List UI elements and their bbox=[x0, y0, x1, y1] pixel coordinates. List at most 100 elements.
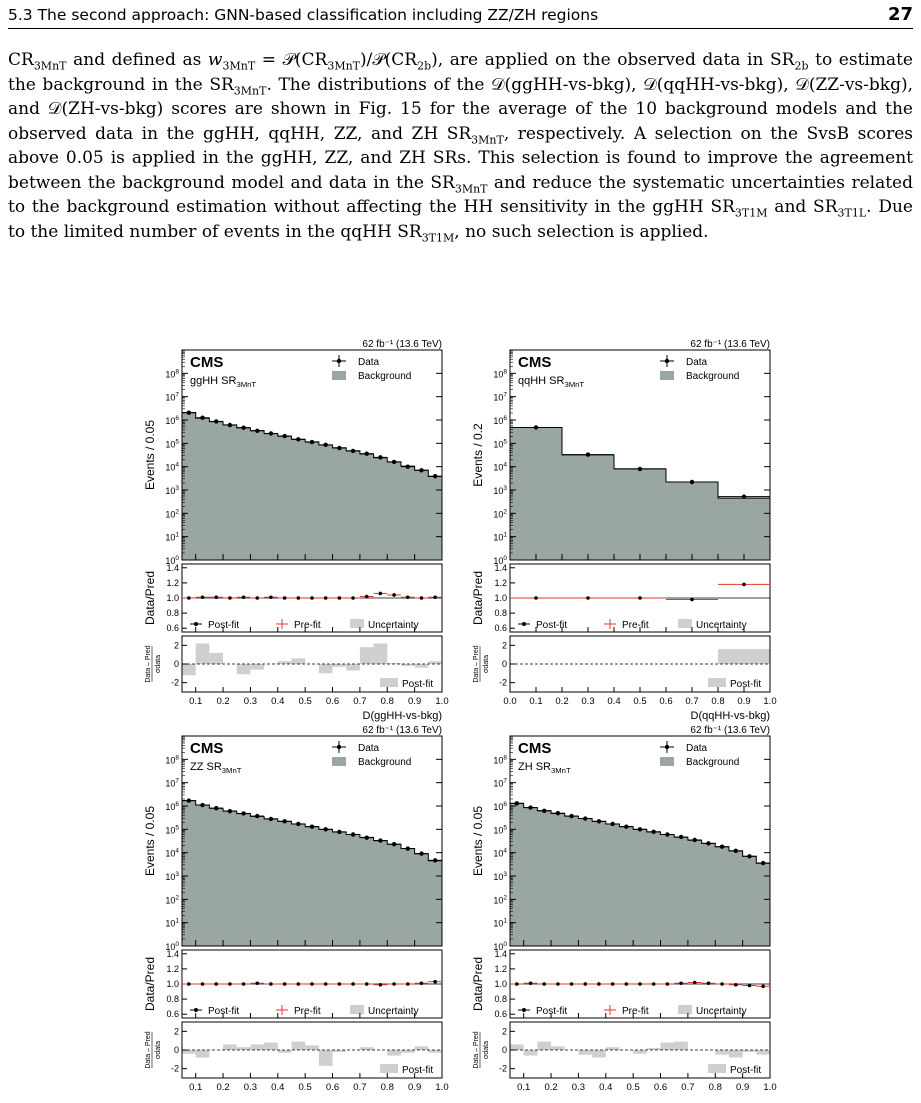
ratio-point bbox=[665, 982, 670, 986]
pull-bar bbox=[551, 1046, 565, 1050]
ratio-point bbox=[747, 983, 752, 988]
legend-data-label: Data bbox=[686, 743, 708, 754]
legend-postfit-label: Post-fit bbox=[208, 620, 239, 631]
cms-label: CMS bbox=[518, 354, 551, 371]
pull-bar bbox=[236, 1047, 251, 1050]
ratio-point bbox=[310, 982, 314, 986]
legend-postfit-dot bbox=[522, 1008, 526, 1012]
legend-postfit-dot bbox=[194, 622, 198, 626]
ratio-point bbox=[679, 981, 683, 986]
ytick-label: 103 bbox=[493, 485, 507, 496]
pull-y-label: Data – Pred σdata bbox=[145, 1031, 162, 1068]
pull-y-label-num: Data – Pred bbox=[473, 645, 480, 682]
ratio-point bbox=[761, 984, 765, 989]
data-point bbox=[214, 419, 219, 424]
xtick-label: 0.8 bbox=[381, 1082, 394, 1093]
data-point bbox=[665, 832, 670, 837]
ratio-point bbox=[269, 595, 273, 600]
ratio-point bbox=[310, 596, 314, 600]
ratio-point bbox=[228, 982, 232, 986]
ratio-point bbox=[337, 596, 342, 600]
data-point bbox=[350, 448, 356, 454]
pull-ytick-label: -2 bbox=[171, 678, 179, 688]
ratio-point bbox=[569, 982, 574, 986]
data-point bbox=[227, 808, 233, 814]
pull-bar bbox=[195, 643, 210, 664]
pull-legend-swatch bbox=[380, 1064, 398, 1073]
ytick-label: 106 bbox=[165, 801, 179, 812]
lumi-label: 62 fb⁻¹ (13.6 TeV) bbox=[690, 339, 770, 350]
pull-bar bbox=[195, 1050, 210, 1058]
xtick-label: 0.4 bbox=[607, 696, 620, 707]
pull-bar bbox=[715, 1050, 729, 1055]
legend-postfit-label: Post-fit bbox=[536, 620, 567, 631]
cms-label: CMS bbox=[190, 740, 223, 757]
data-point bbox=[364, 835, 369, 840]
data-point bbox=[186, 798, 192, 803]
body-paragraph: CR3MnT and defined as w3MnT = 𝒫(CR3MnT)/… bbox=[8, 50, 914, 244]
ratio-point bbox=[187, 596, 191, 600]
ratio-point bbox=[624, 982, 629, 986]
pull-bar bbox=[718, 649, 770, 664]
ytick-label: 104 bbox=[493, 462, 507, 473]
legend-uncertainty-label: Uncertainty bbox=[368, 620, 419, 631]
data-point bbox=[378, 455, 383, 460]
ratio-point bbox=[378, 982, 383, 987]
ytick-label: 105 bbox=[165, 438, 179, 449]
data-point bbox=[241, 425, 246, 430]
data-point bbox=[419, 468, 424, 473]
ytick-label: 102 bbox=[493, 508, 507, 519]
x-axis-label: D(ggHH-vs-bkg) bbox=[363, 710, 442, 722]
pull-bar bbox=[646, 1048, 661, 1050]
pull-bar bbox=[277, 661, 292, 664]
legend-background-label: Background bbox=[686, 371, 739, 382]
ratio-point bbox=[638, 982, 642, 986]
legend-background-swatch bbox=[332, 757, 346, 766]
xtick-label: 0.9 bbox=[408, 696, 421, 707]
ratio-y-label: Data/Pred bbox=[471, 957, 485, 1011]
ytick-label: 102 bbox=[165, 894, 179, 905]
legend-uncertainty-label: Uncertainty bbox=[368, 1006, 419, 1017]
pull-ytick-label: 0 bbox=[502, 1045, 507, 1055]
ytick-label: 108 bbox=[165, 368, 179, 379]
pull-bar bbox=[332, 1050, 347, 1052]
pull-bar bbox=[318, 1050, 333, 1066]
legend-postfit-dot bbox=[194, 1008, 198, 1012]
ratio-point bbox=[282, 982, 287, 986]
data-point bbox=[583, 816, 588, 821]
data-point bbox=[719, 844, 725, 849]
data-point bbox=[585, 452, 591, 457]
data-point bbox=[405, 464, 410, 469]
pull-bar bbox=[414, 664, 429, 668]
ratio-y-label: Data/Pred bbox=[471, 571, 485, 625]
data-point bbox=[692, 837, 697, 843]
ratio-point bbox=[296, 982, 301, 986]
xtick-label: 0.5 bbox=[299, 696, 312, 707]
ratio-point bbox=[296, 596, 301, 600]
legend-data-dot bbox=[664, 744, 670, 750]
ratio-ytick-label: 0.6 bbox=[494, 1009, 507, 1019]
legend-postfit-label: Post-fit bbox=[536, 1006, 567, 1017]
xtick-label: 0.6 bbox=[326, 1082, 339, 1093]
legend-data-label: Data bbox=[358, 357, 380, 368]
pull-bar bbox=[742, 1050, 757, 1052]
ytick-label: 100 bbox=[165, 555, 179, 566]
ytick-label: 101 bbox=[165, 532, 179, 543]
ratio-point bbox=[528, 981, 533, 986]
pull-bar bbox=[756, 1050, 770, 1055]
ytick-label: 102 bbox=[493, 894, 507, 905]
xtick-label: 0.2 bbox=[216, 1082, 229, 1093]
data-point bbox=[255, 428, 260, 433]
ratio-point bbox=[556, 982, 560, 986]
data-point bbox=[337, 445, 342, 451]
ratio-point bbox=[392, 982, 396, 986]
data-point bbox=[282, 819, 287, 824]
main-frame bbox=[181, 349, 443, 561]
ratio-point bbox=[200, 982, 205, 986]
data-point bbox=[227, 422, 233, 428]
ytick-label: 106 bbox=[493, 801, 507, 812]
ratio-point bbox=[419, 596, 424, 600]
ratio-ytick-label: 1.2 bbox=[166, 964, 179, 974]
ratio-point bbox=[351, 596, 355, 600]
legend-prefit-label: Pre-fit bbox=[622, 1006, 649, 1017]
